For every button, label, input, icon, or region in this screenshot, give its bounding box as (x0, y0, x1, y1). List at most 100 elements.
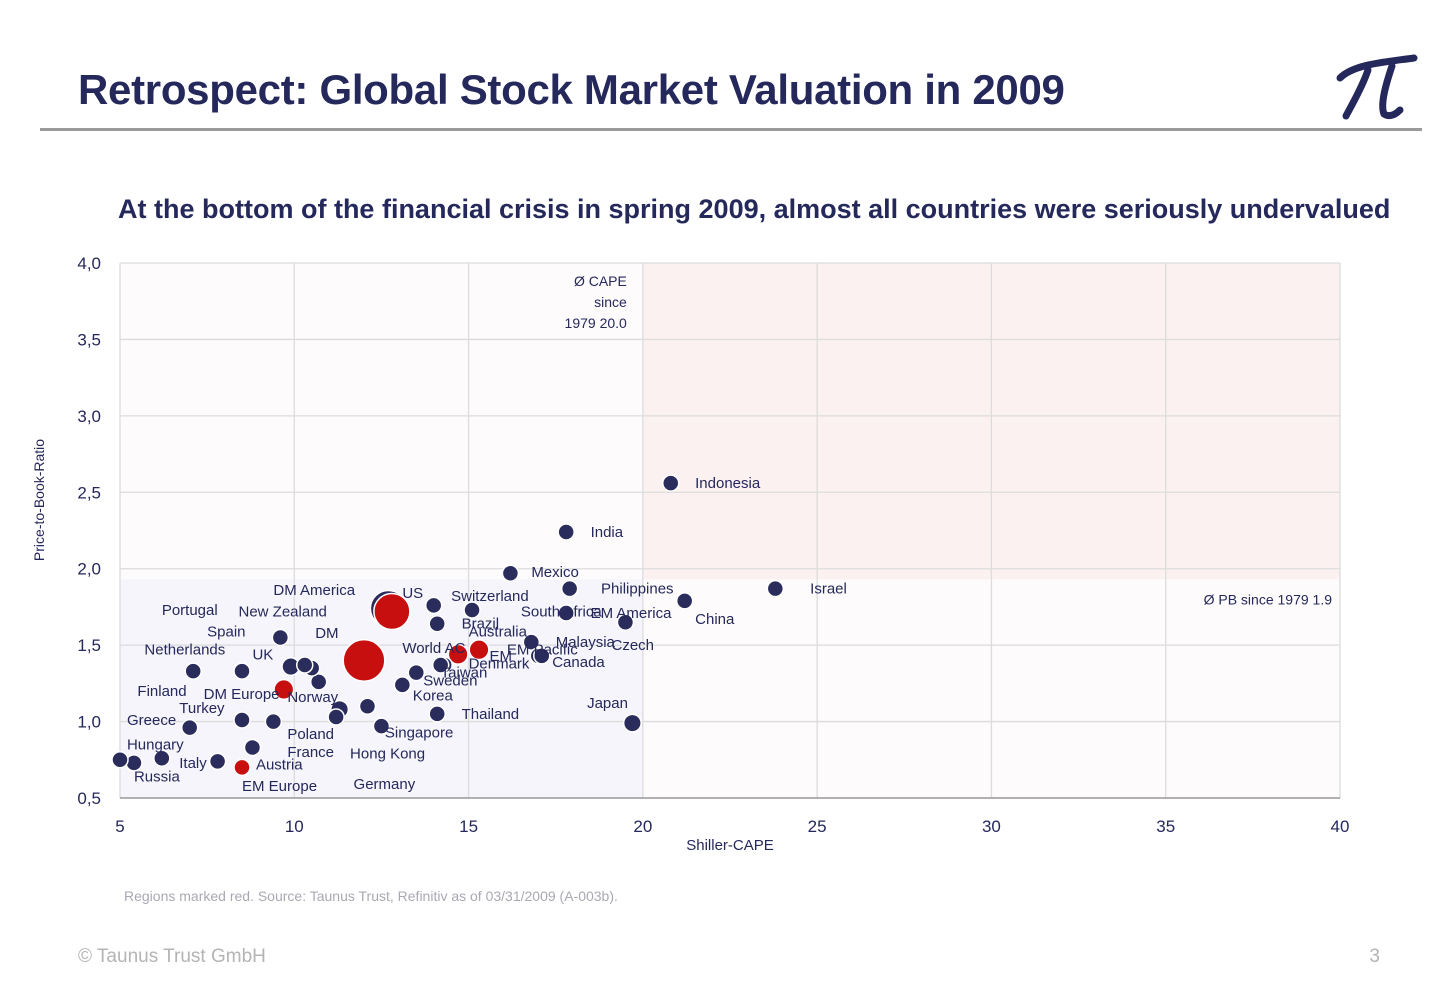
data-label: Israel (810, 581, 847, 598)
y-tick-label: 3,5 (77, 330, 101, 349)
data-label: Spain (207, 623, 245, 640)
point-netherlands (233, 662, 251, 680)
point-israel (766, 579, 785, 598)
x-tick-label: 30 (982, 817, 1001, 836)
cape-average-label: Ø CAPE (574, 273, 627, 289)
data-label: France (287, 744, 334, 761)
page-number: 3 (1369, 946, 1380, 967)
point-hungary (243, 738, 262, 757)
point-em (468, 639, 490, 661)
point-philippines (560, 579, 579, 598)
point-canada (533, 647, 551, 665)
y-tick-label: 1,5 (77, 636, 101, 655)
data-label: Thailand (462, 706, 520, 723)
data-label: Russia (134, 769, 181, 786)
point-em-europe (153, 749, 171, 768)
data-label: DM America (273, 582, 355, 599)
point-brazil (424, 596, 443, 615)
point-switzerland (463, 601, 481, 619)
point-south-africa (557, 604, 575, 622)
data-label: EM America (591, 605, 673, 622)
page-title: Retrospect: Global Stock Market Valuatio… (78, 66, 1065, 113)
point-finland (184, 662, 202, 680)
scatter-chart: 5 10 15 20 25 30 35 40 0,5 1,0 1,5 2,0 2,5 3,0 3,5 4,0 S… (31, 254, 1350, 854)
point-sweden (407, 663, 426, 682)
point-mexico (501, 564, 520, 583)
data-label: India (591, 524, 624, 541)
data-label: EM Pacific (507, 642, 578, 659)
point-hong-kong (358, 697, 377, 716)
data-label: US (402, 585, 423, 602)
point-france (327, 708, 345, 726)
point-poland (264, 712, 283, 731)
copyright: © Taunus Trust GmbH (78, 946, 266, 967)
data-label: Canada (552, 654, 605, 671)
data-label: South Africa (521, 604, 603, 621)
data-label: EM Europe (242, 778, 317, 795)
y-tick-label: 1,0 (77, 713, 101, 732)
point-norway (309, 673, 328, 691)
data-label: Greece (127, 712, 176, 729)
x-tick-label: 35 (1156, 817, 1175, 836)
cape-average-label: since (594, 294, 627, 310)
x-tick-label: 15 (459, 817, 478, 836)
source-note: Regions marked red. Source: Taunus Trust… (124, 888, 618, 904)
data-label: DM (315, 625, 338, 642)
taunus-trust-logo-icon (1336, 54, 1418, 120)
x-tick-label: 5 (115, 817, 124, 836)
point-world-ac (447, 643, 469, 665)
point-japan (622, 713, 642, 733)
point-australia (428, 614, 446, 633)
point-thailand (428, 705, 446, 723)
point-spain (271, 628, 290, 647)
point-portugal (295, 656, 314, 674)
point-singapore (372, 717, 391, 735)
x-tick-label: 10 (285, 817, 304, 836)
data-label: Singapore (385, 724, 453, 741)
point-turkey (233, 711, 251, 729)
data-label: China (695, 611, 735, 628)
data-label: Norway (287, 689, 338, 706)
point-dm-america (373, 592, 411, 631)
data-label: Portugal (162, 602, 218, 619)
data-label: Hungary (127, 737, 184, 754)
point-czech (616, 613, 635, 631)
data-label: Switzerland (451, 588, 529, 605)
data-label: Indonesia (695, 475, 761, 492)
data-label: Czech (611, 637, 654, 654)
data-label: Austria (256, 756, 303, 773)
y-tick-label: 0,5 (77, 789, 101, 808)
data-label: Brazil (462, 616, 500, 633)
data-label: UK (252, 646, 273, 663)
point-austria (233, 758, 251, 777)
point-greece (180, 718, 199, 737)
x-tick-label: 20 (633, 817, 652, 836)
y-tick-label: 3,0 (77, 407, 101, 426)
data-label: Finland (137, 683, 186, 700)
data-label: Australia (469, 623, 528, 640)
data-label: Denmark (469, 655, 530, 672)
point-indonesia (661, 474, 680, 492)
data-label: Malaysia (556, 634, 616, 651)
point-china (675, 592, 694, 610)
data-label: Netherlands (144, 642, 225, 659)
data-label: Italy (179, 755, 207, 772)
y-tick-label: 4,0 (77, 254, 101, 273)
x-tick-label: 40 (1331, 817, 1350, 836)
data-label: Hong Kong (350, 746, 425, 763)
data-label: Mexico (531, 564, 579, 581)
y-tick-label: 2,5 (77, 483, 101, 502)
x-axis-title: Shiller-CAPE (686, 837, 774, 854)
point-russia-2 (111, 751, 129, 769)
data-label: Poland (287, 726, 334, 743)
y-axis-title: Price-to-Book-Ratio (31, 439, 47, 561)
point-malaysia (522, 633, 541, 651)
data-label: EM (489, 648, 512, 665)
data-label: Japan (587, 695, 628, 712)
data-label: Germany (354, 776, 416, 793)
point-dm (342, 638, 386, 682)
data-label: Sweden (423, 672, 477, 689)
cape-average-label: 1979 20.0 (565, 315, 627, 331)
y-tick-label: 2,0 (77, 560, 101, 579)
point-dm-europe (273, 678, 295, 701)
